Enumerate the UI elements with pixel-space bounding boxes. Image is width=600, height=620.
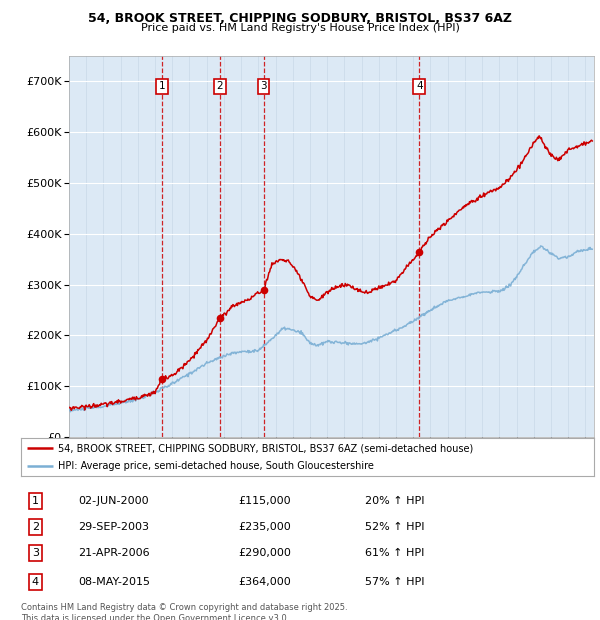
Text: 61% ↑ HPI: 61% ↑ HPI	[365, 548, 424, 558]
Text: 57% ↑ HPI: 57% ↑ HPI	[365, 577, 424, 587]
Text: 3: 3	[260, 81, 267, 91]
Text: HPI: Average price, semi-detached house, South Gloucestershire: HPI: Average price, semi-detached house,…	[58, 461, 374, 471]
Text: 21-APR-2006: 21-APR-2006	[79, 548, 150, 558]
Text: 52% ↑ HPI: 52% ↑ HPI	[365, 522, 424, 532]
Text: £364,000: £364,000	[239, 577, 292, 587]
Text: Contains HM Land Registry data © Crown copyright and database right 2025.
This d: Contains HM Land Registry data © Crown c…	[21, 603, 347, 620]
Text: 29-SEP-2003: 29-SEP-2003	[79, 522, 149, 532]
Text: 3: 3	[32, 548, 39, 558]
Text: 4: 4	[416, 81, 422, 91]
Text: 1: 1	[32, 495, 39, 506]
Text: 54, BROOK STREET, CHIPPING SODBURY, BRISTOL, BS37 6AZ (semi-detached house): 54, BROOK STREET, CHIPPING SODBURY, BRIS…	[58, 443, 473, 453]
Text: Price paid vs. HM Land Registry's House Price Index (HPI): Price paid vs. HM Land Registry's House …	[140, 23, 460, 33]
Text: 02-JUN-2000: 02-JUN-2000	[79, 495, 149, 506]
Text: £115,000: £115,000	[239, 495, 292, 506]
Text: 2: 2	[32, 522, 39, 532]
Text: 1: 1	[159, 81, 166, 91]
Text: 54, BROOK STREET, CHIPPING SODBURY, BRISTOL, BS37 6AZ: 54, BROOK STREET, CHIPPING SODBURY, BRIS…	[88, 12, 512, 25]
Text: £235,000: £235,000	[239, 522, 292, 532]
Text: 2: 2	[217, 81, 223, 91]
Text: 20% ↑ HPI: 20% ↑ HPI	[365, 495, 424, 506]
Text: £290,000: £290,000	[239, 548, 292, 558]
Text: 4: 4	[32, 577, 39, 587]
Text: 08-MAY-2015: 08-MAY-2015	[79, 577, 151, 587]
